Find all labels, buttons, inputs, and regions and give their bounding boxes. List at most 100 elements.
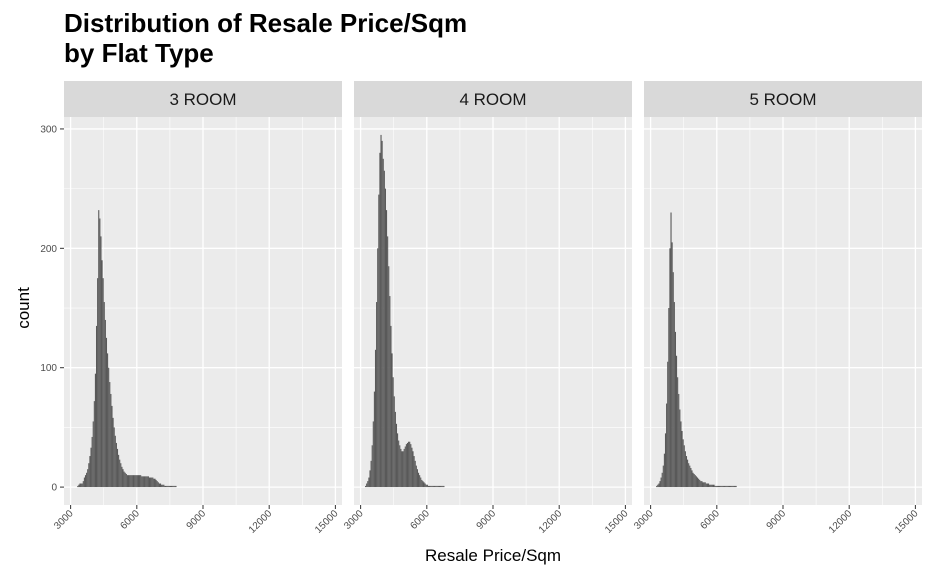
- histogram-bar: [694, 475, 696, 488]
- histogram-bar: [419, 475, 421, 488]
- histogram-bar: [406, 442, 409, 488]
- histogram-bar: [372, 421, 374, 488]
- histogram-bar: [412, 451, 414, 488]
- histogram-bar: [370, 460, 372, 488]
- histogram-bar: [135, 475, 137, 488]
- histogram-bar: [100, 236, 102, 488]
- histogram-bar: [122, 469, 124, 488]
- histogram-bar: [435, 485, 437, 488]
- histogram-bar: [731, 485, 733, 488]
- histogram-bar: [148, 477, 151, 488]
- histogram-bar: [720, 485, 722, 488]
- y-axis-title: count: [14, 287, 33, 329]
- histogram-bar: [733, 485, 735, 488]
- histogram-bar: [105, 337, 108, 488]
- histogram-bar: [144, 476, 146, 488]
- histogram-bar: [709, 484, 711, 488]
- x-tick-label: 3000: [632, 508, 656, 532]
- histogram-bar: [380, 134, 382, 488]
- histogram-bar: [667, 361, 669, 488]
- histogram-bar: [712, 484, 714, 488]
- facet-panel-3: 5 ROOM 3000 6000 9000 12000 15000: [632, 81, 922, 536]
- histogram-bar: [124, 472, 126, 488]
- histogram-bar: [730, 485, 732, 488]
- histogram-bar: [661, 472, 663, 488]
- y-tick-label: 0: [51, 483, 57, 494]
- histogram-bar: [104, 319, 106, 488]
- histogram-bar: [685, 456, 688, 488]
- facet-strip-label: 3 ROOM: [169, 90, 236, 109]
- histogram-bar: [423, 482, 425, 488]
- histogram-bar: [716, 485, 718, 488]
- histogram-bar: [164, 485, 166, 488]
- histogram-bar: [416, 469, 418, 488]
- histogram-bar: [441, 485, 443, 488]
- histogram-bar: [158, 483, 160, 488]
- histogram-bar: [402, 451, 404, 488]
- histogram-bar: [82, 481, 84, 488]
- histogram-bar: [438, 485, 441, 488]
- histogram-bar: [162, 484, 164, 488]
- histogram-bar: [728, 485, 731, 488]
- histogram-bar: [365, 485, 367, 488]
- histogram-bar: [714, 485, 716, 488]
- histogram-bar: [403, 448, 405, 488]
- histogram-bar: [111, 405, 113, 488]
- histogram-bar: [681, 430, 683, 488]
- facet-strip-label: 4 ROOM: [459, 90, 526, 109]
- histogram-bar: [674, 331, 676, 488]
- histogram-bar: [142, 476, 144, 488]
- histogram-bar: [369, 470, 371, 488]
- histogram-bar: [393, 396, 395, 488]
- histogram-bar: [99, 218, 101, 488]
- x-axis-title: Resale Price/Sqm: [425, 546, 561, 565]
- x-tick-label: 15000: [313, 508, 341, 536]
- histogram-bar: [734, 485, 736, 488]
- histogram-bar: [150, 477, 152, 488]
- histogram-bar: [155, 479, 157, 488]
- histogram-bar: [385, 210, 388, 488]
- histogram-bar: [420, 477, 422, 488]
- histogram-bar: [80, 483, 82, 488]
- histogram-bar: [123, 471, 125, 488]
- histogram-bar: [389, 296, 391, 488]
- histogram-bar: [410, 444, 412, 488]
- histogram-bar: [431, 485, 433, 488]
- histogram-bar: [79, 483, 81, 488]
- histogram-bar: [136, 475, 138, 488]
- histogram-bar: [440, 485, 442, 488]
- histogram-bar: [424, 483, 426, 488]
- histogram-bar: [698, 478, 700, 488]
- histogram-bar: [722, 485, 724, 488]
- histogram-bar: [146, 476, 148, 488]
- histogram-bar: [119, 459, 121, 488]
- histogram-bar: [706, 483, 708, 488]
- histogram-bar: [394, 411, 396, 488]
- histogram-bar: [675, 355, 678, 488]
- histogram-bar: [175, 485, 177, 488]
- histogram-bar: [398, 440, 400, 488]
- histogram-bar: [692, 472, 694, 488]
- histogram-bar: [110, 393, 112, 488]
- histogram-bar: [127, 475, 130, 488]
- histogram-bar: [395, 423, 398, 488]
- histogram-bar: [384, 188, 386, 488]
- histogram-bar: [133, 475, 135, 488]
- histogram-bar: [663, 453, 665, 488]
- histogram-bar: [156, 481, 158, 488]
- histogram-bar: [721, 485, 723, 488]
- histogram-bar: [168, 485, 170, 488]
- histogram-bar: [659, 481, 661, 488]
- histogram-bar: [151, 477, 153, 488]
- histogram-bar: [378, 194, 380, 488]
- histogram-bar: [671, 242, 673, 488]
- histogram-bar: [399, 445, 401, 488]
- histogram-bar: [417, 472, 420, 488]
- histogram-bar: [684, 451, 686, 488]
- histogram-bar: [683, 445, 685, 488]
- histogram-bar: [108, 367, 110, 488]
- histogram-bar: [77, 485, 79, 488]
- histogram-bar: [125, 473, 127, 488]
- histogram-bar: [388, 266, 390, 488]
- histogram-bar: [91, 436, 93, 488]
